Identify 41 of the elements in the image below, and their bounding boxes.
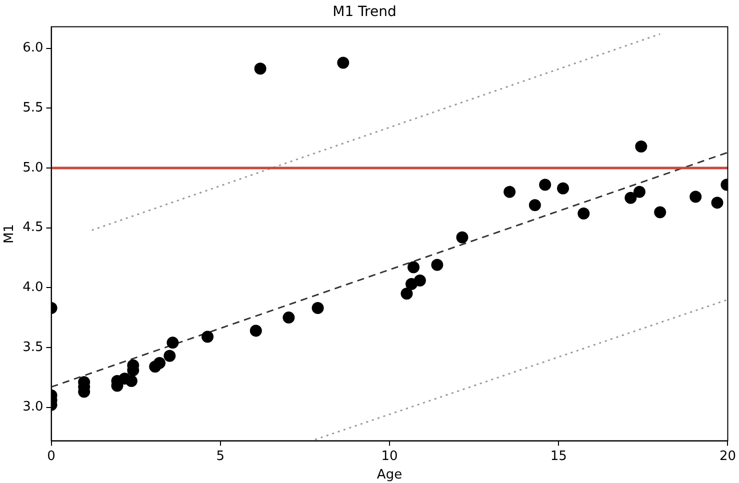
x-tick-label: 15 — [550, 448, 567, 464]
point — [254, 62, 266, 75]
point — [250, 324, 262, 337]
point — [431, 258, 444, 271]
x-tick-label: 0 — [47, 448, 56, 464]
point — [400, 288, 413, 300]
point — [635, 140, 648, 152]
x-tick-label: 5 — [216, 448, 225, 464]
point — [154, 357, 166, 370]
point — [202, 330, 214, 343]
y-tick-label: 4.0 — [22, 280, 44, 296]
point — [654, 206, 666, 218]
y-tick-label: 3.0 — [22, 400, 44, 415]
point — [578, 207, 590, 220]
chart-title: M1 Trend — [332, 4, 396, 20]
point — [456, 231, 468, 244]
point — [414, 274, 426, 286]
x-tick-label: 10 — [381, 448, 398, 464]
y-tick-label: 5.5 — [22, 100, 44, 116]
point — [125, 374, 138, 387]
point — [504, 186, 516, 198]
point — [711, 196, 724, 209]
y-tick-label: 6.0 — [22, 40, 44, 56]
point — [690, 190, 702, 203]
point — [164, 350, 176, 362]
point — [528, 199, 541, 212]
y-tick-label: 5.0 — [22, 160, 44, 176]
point — [624, 192, 637, 204]
point — [337, 56, 350, 69]
point — [539, 178, 552, 191]
point — [166, 336, 179, 349]
point — [282, 312, 295, 324]
point — [408, 261, 420, 274]
point — [312, 302, 324, 314]
point — [633, 186, 646, 198]
y-tick-label: 4.5 — [22, 220, 44, 236]
y-tick-label: 3.5 — [22, 340, 44, 355]
x-tick-label: 20 — [719, 448, 736, 464]
point — [557, 182, 570, 194]
x-axis-title: Age — [376, 468, 402, 483]
y-axis-title: M1 — [2, 224, 18, 244]
